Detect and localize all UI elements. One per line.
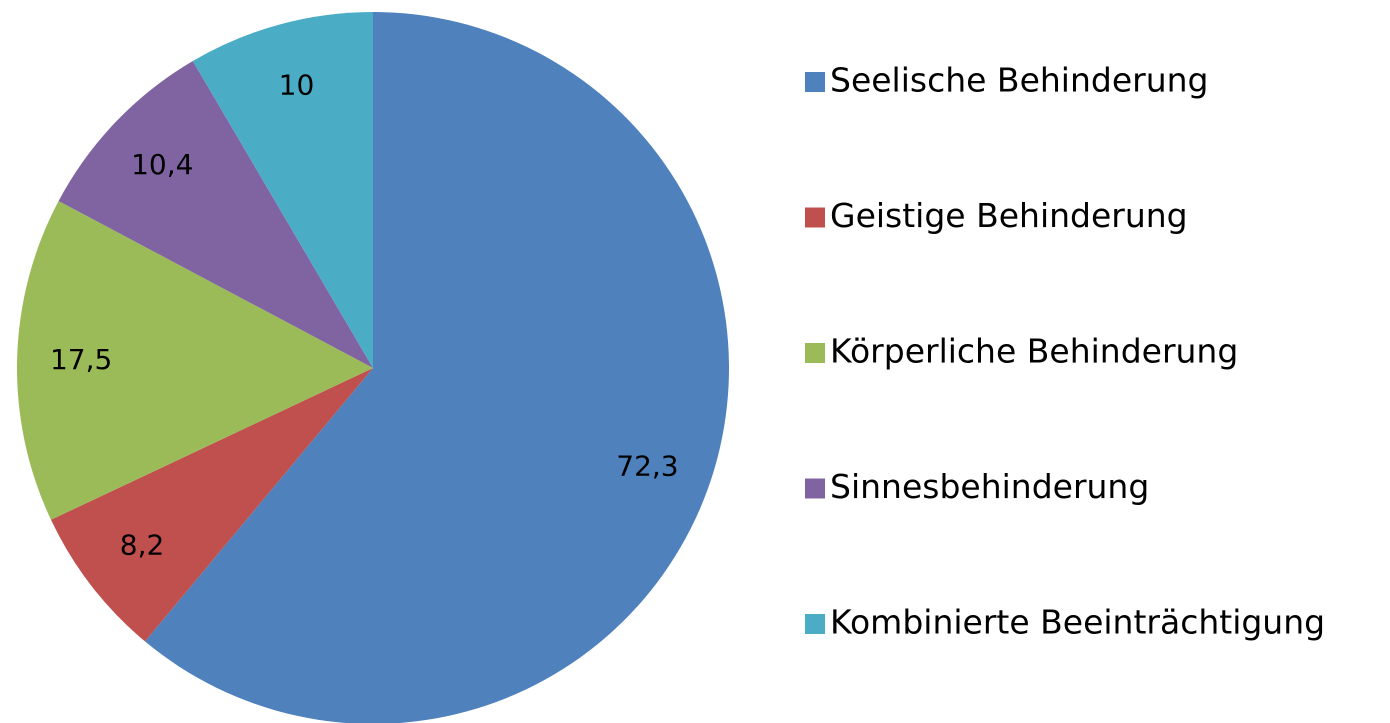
pie-slice <box>50 368 374 642</box>
data-label: 10 <box>279 68 315 101</box>
data-label: 8,2 <box>120 529 165 562</box>
pie-slice <box>144 12 729 723</box>
legend-label: Körperliche Behinderung <box>830 332 1238 371</box>
pie-slice <box>192 12 373 368</box>
legend-label: Kombinierte Beeinträchtigung <box>830 603 1325 642</box>
data-label: 17,5 <box>50 343 112 376</box>
legend-swatch <box>805 478 825 499</box>
legend-label: Geistige Behinderung <box>830 196 1188 235</box>
pie-slice <box>58 60 373 369</box>
data-label: 72,3 <box>616 449 678 482</box>
legend-label: Sinnesbehinderung <box>830 467 1149 506</box>
data-label: 10,4 <box>131 148 193 181</box>
legend-swatch <box>805 343 825 363</box>
legend-swatch <box>805 614 825 634</box>
legend-swatch <box>805 72 825 92</box>
legend-label: Seelische Behinderung <box>830 61 1208 100</box>
legend-swatch <box>805 207 825 228</box>
pie-slice <box>17 201 374 520</box>
